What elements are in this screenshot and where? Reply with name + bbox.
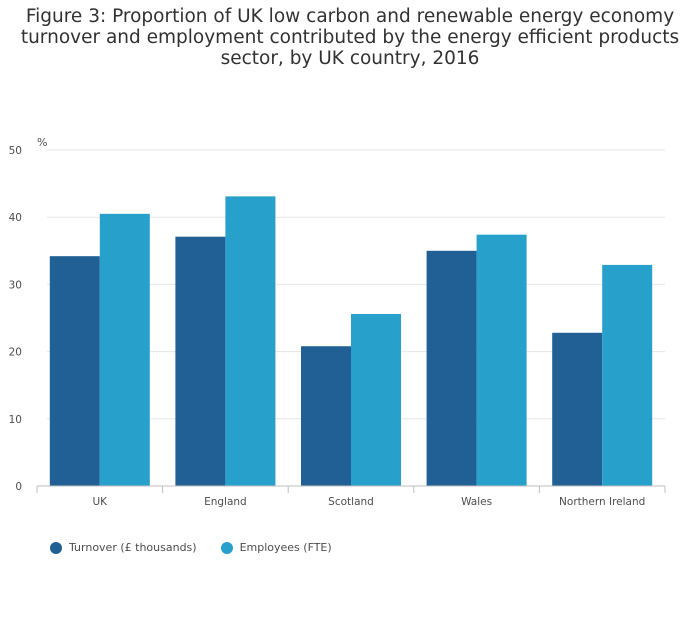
bars [49,196,653,487]
bar-employees [99,213,150,486]
bar-turnover [552,332,603,486]
x-tick-label: Northern Ireland [559,496,645,508]
bar-employees [225,196,276,487]
y-tick-label: 0 [15,481,22,493]
bar-turnover [426,250,477,486]
bar-employees [476,234,527,486]
legend-label: Turnover (£ thousands) [69,541,197,554]
bar-turnover [49,256,100,486]
bar-employees [351,313,401,486]
y-tick-label: 20 [9,347,22,359]
legend-swatch [220,541,233,554]
legend-item: Employees (FTE) [220,541,332,554]
y-unit-label: % [37,136,47,149]
x-tick-label: UK [93,496,109,508]
y-tick-label: 10 [9,414,22,426]
chart-title: Figure 3: Proportion of UK low carbon an… [20,6,680,69]
bar-employees [602,264,653,486]
x-tick-label: Scotland [328,496,374,508]
axes: 0 10 20 30 40 50 UK England Scotland Wales Norther… [9,145,666,508]
x-tick-label: England [204,496,247,508]
bar-turnover [301,346,351,486]
legend-swatch [50,541,62,554]
legend-label: Employees (FTE) [239,541,332,554]
x-tick-label: Wales [461,496,492,508]
legend: Turnover (£ thousands) Employees (FTE) [50,541,332,554]
y-tick-label: 40 [9,212,22,224]
y-tick-label: 50 [9,145,22,157]
bar-turnover [175,236,226,486]
y-tick-label: 30 [9,279,22,291]
legend-item: Turnover (£ thousands) [50,541,197,554]
